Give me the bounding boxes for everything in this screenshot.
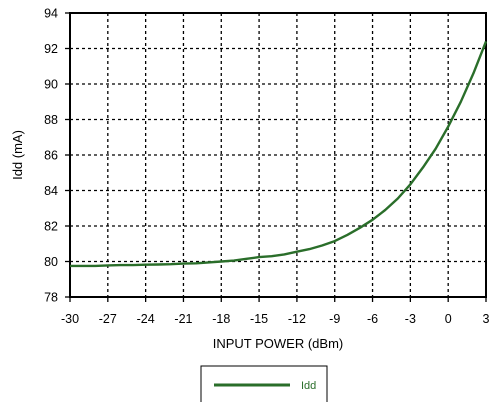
x-tick-label: -24 [137, 312, 155, 326]
x-tick-label: -27 [99, 312, 117, 326]
y-tick-label: 86 [44, 149, 58, 163]
y-axis-title: Idd (mA) [10, 130, 25, 180]
legend-label-idd: Idd [301, 380, 316, 392]
x-tick-label: -9 [329, 312, 340, 326]
x-tick-label: -6 [367, 312, 378, 326]
x-tick-label: 0 [445, 312, 452, 326]
series-line-idd [70, 40, 488, 268]
legend: Idd [200, 365, 328, 402]
x-tick-label: -12 [288, 312, 306, 326]
y-tick-label: 80 [44, 255, 58, 269]
x-tick-label: -15 [250, 312, 268, 326]
x-tick-labels: -30 -27 -24 -21 -18 -15 -12 -9 -6 -3 0 3 [61, 312, 490, 326]
y-tick-label: 88 [44, 113, 58, 127]
x-tick-label: -21 [174, 312, 192, 326]
grid-lines [70, 13, 486, 297]
y-tick-label: 90 [44, 78, 58, 92]
y-tick-label: 78 [44, 291, 58, 305]
y-tick-label: 92 [44, 42, 58, 56]
x-tick-label: -3 [405, 312, 416, 326]
x-tick-label: -30 [61, 312, 79, 326]
x-tick-label: -18 [212, 312, 230, 326]
y-tick-label: 82 [44, 220, 58, 234]
x-axis-title: INPUT POWER (dBm) [213, 336, 344, 351]
x-tick-label: 3 [483, 312, 490, 326]
y-tick-label: 84 [44, 184, 58, 198]
tick-marks [65, 12, 487, 302]
y-tick-labels: 78 80 82 84 86 88 90 92 94 [44, 7, 58, 305]
y-tick-label: 94 [44, 7, 58, 21]
